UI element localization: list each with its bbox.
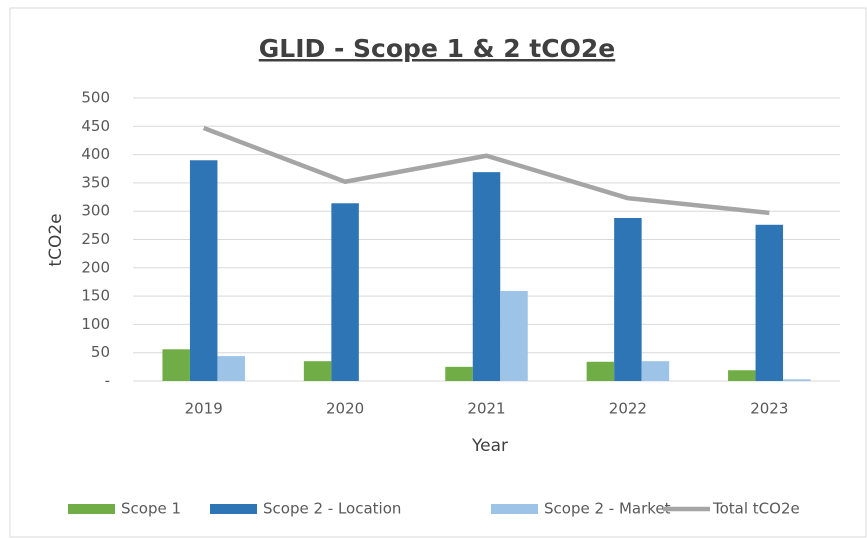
legend-swatch <box>210 504 257 514</box>
x-tick-label: 2020 <box>326 400 364 418</box>
y-tick-label: 450 <box>81 117 110 135</box>
bar <box>162 349 190 381</box>
bar <box>641 361 670 381</box>
y-tick-label: 400 <box>81 145 110 163</box>
bar <box>331 203 359 381</box>
bar <box>783 379 811 381</box>
chart-border <box>9 7 867 538</box>
line <box>202 125 770 216</box>
y-tick-label: 500 <box>81 89 110 107</box>
bar <box>303 361 332 381</box>
x-tick-label: 2021 <box>467 400 505 418</box>
bar <box>500 291 528 381</box>
chart-title: GLID - Scope 1 & 2 tCO2e <box>259 34 615 63</box>
bar <box>217 356 245 381</box>
bar <box>755 224 784 381</box>
x-tick-label: 2023 <box>750 400 788 418</box>
x-tick-label: 2022 <box>609 400 647 418</box>
legend-label: Scope 1 <box>121 500 181 518</box>
y-tick-label: 250 <box>81 230 110 248</box>
bar <box>586 361 615 381</box>
x-axis-title: Year <box>471 436 508 456</box>
y-tick-label: 150 <box>81 287 110 305</box>
legend-swatch <box>491 504 538 514</box>
y-tick-label: - <box>105 372 110 390</box>
legend-label: Scope 2 - Market <box>544 500 671 518</box>
y-tick-label: 350 <box>81 173 110 191</box>
y-tick-label: 300 <box>81 202 110 220</box>
legend-swatch <box>68 504 115 514</box>
bar <box>189 160 218 381</box>
legend-label: Scope 2 - Location <box>263 500 401 518</box>
bar <box>614 217 642 381</box>
y-axis-title: tCO2e <box>46 213 66 266</box>
y-tick-label: 200 <box>81 258 110 276</box>
bar <box>472 172 501 381</box>
legend-label: Total tCO2e <box>712 500 800 518</box>
bar <box>728 370 756 381</box>
y-tick-label: 50 <box>91 343 110 361</box>
y-tick-label: 100 <box>81 315 110 333</box>
bar <box>445 366 473 381</box>
x-tick-label: 2019 <box>185 400 223 418</box>
